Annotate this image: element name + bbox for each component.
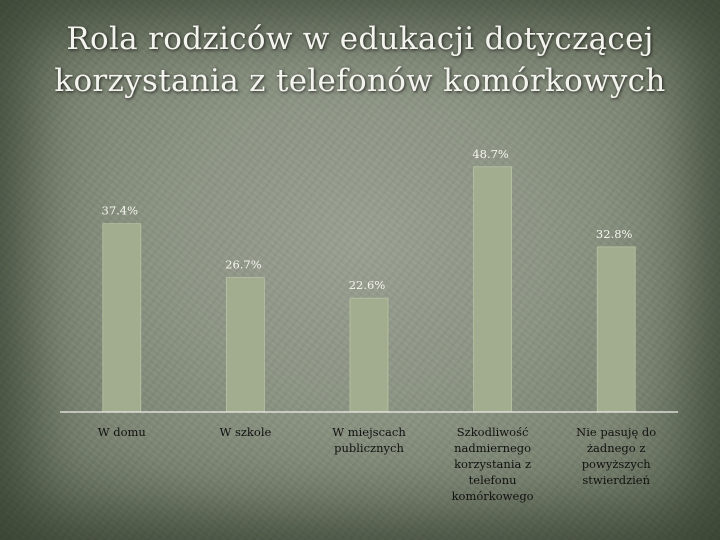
category-label-1: W szkole [219, 425, 271, 439]
category-label-2-line-1: publicznych [334, 441, 404, 455]
chart-title-line-1: Rola rodziców w edukacji dotyczącej [66, 21, 654, 57]
data-label-3: 48.7% [472, 147, 509, 161]
data-label-2: 22.6% [349, 278, 386, 292]
category-label-3-line-2: korzystania z [454, 457, 531, 471]
data-label-4: 32.8% [596, 227, 633, 241]
category-label-3-line-4: komórkowego [452, 489, 534, 503]
bar-3 [473, 166, 513, 413]
bar-2 [349, 297, 389, 413]
category-label-4-line-1: żadnego z [587, 441, 646, 455]
chart-title-line-2: korzystania z telefonów komórkowych [54, 63, 666, 99]
bar-1 [225, 277, 265, 413]
chart-title: Rola rodziców w edukacji dotyczącej korz… [20, 18, 700, 102]
category-label-0: W domu [98, 425, 146, 439]
data-label-0: 37.4% [102, 204, 139, 218]
data-label-1: 26.7% [225, 258, 262, 272]
category-label-1-line-0: W szkole [219, 425, 271, 439]
category-label-4-line-3: stwierdzień [582, 473, 650, 487]
category-label-4: Nie pasuję do żadnego z powyższych stwierdz… [576, 425, 656, 487]
bar-4 [596, 246, 636, 413]
category-label-2-line-0: W miejscach [332, 425, 406, 439]
category-label-4-line-2: powyższych [582, 457, 652, 471]
bar-0 [102, 223, 142, 413]
category-label-2: W miejscach publicznych [332, 425, 406, 455]
category-label-3: Szkodliwość nadmiernego korzystania z telef… [452, 425, 534, 503]
category-label-3-line-0: Szkodliwość [457, 425, 529, 439]
category-label-0-line-0: W domu [98, 425, 146, 439]
category-label-4-line-0: Nie pasuję do [576, 425, 656, 439]
category-label-3-line-1: nadmiernego [454, 441, 531, 455]
category-label-3-line-3: telefonu [469, 473, 517, 487]
